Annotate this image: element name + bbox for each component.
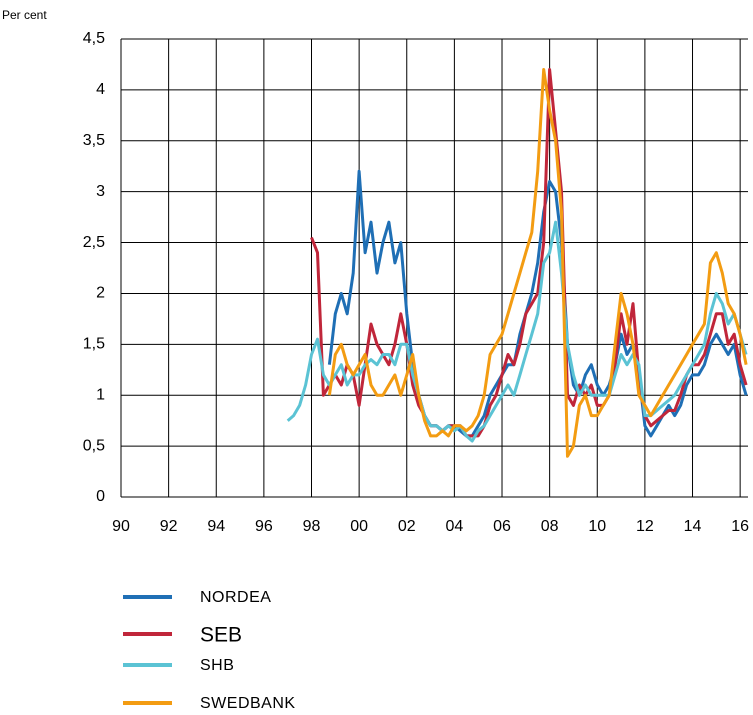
y-tick-label: 1,5 [83,336,105,353]
y-tick-label: 3 [96,183,105,200]
series-line [286,220,748,443]
series-line [327,68,748,458]
x-tick-label: 02 [398,518,416,535]
series-line [327,169,748,438]
y-tick-label: 0,5 [83,437,105,454]
y-axis-label: Per cent [2,8,47,22]
x-tick-label: 00 [350,518,368,535]
x-tick-label: 12 [636,518,654,535]
x-tick-label: 16 [731,518,749,535]
x-tick-label: 98 [303,518,321,535]
y-tick-label: 1 [96,386,105,403]
x-tick-label: 92 [160,518,178,535]
x-tick-label: 94 [207,518,225,535]
y-tick-label: 4,5 [83,30,105,47]
x-tick-label: 06 [493,518,511,535]
x-tick-label: 90 [112,518,130,535]
y-tick-label: 2,5 [83,234,105,251]
y-tick-label: 4 [96,81,105,98]
legend-label: SHB [200,657,234,674]
y-tick-label: 3,5 [83,132,105,149]
legend-label: SWEDBANK [200,695,296,712]
y-tick-label: 2 [96,285,105,302]
legend-label: SEB [200,624,242,647]
x-tick-label: 08 [541,518,559,535]
x-tick-label: 10 [588,518,606,535]
y-tick-label: 0 [96,488,105,505]
x-tick-label: 96 [255,518,273,535]
x-tick-label: 04 [445,518,463,535]
series-line [310,68,748,438]
legend-label: NORDEA [200,589,271,606]
x-tick-label: 14 [684,518,702,535]
